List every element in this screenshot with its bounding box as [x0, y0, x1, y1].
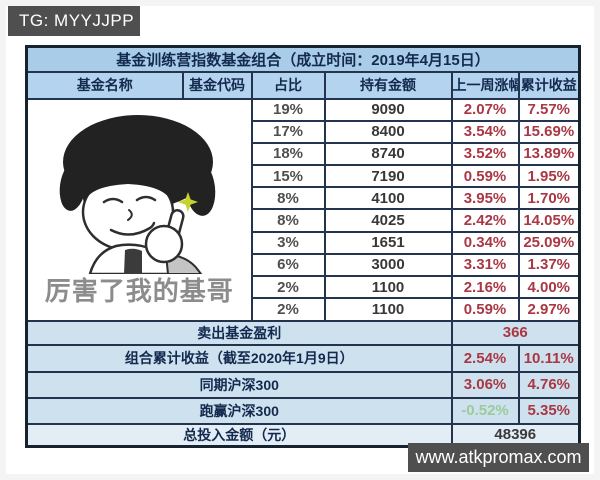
header-amount: 持有金额: [323, 70, 453, 100]
amount-cell: 1100: [323, 274, 453, 300]
total-return-cell: 7.57%: [517, 97, 581, 122]
week-change-cell: 0.59%: [450, 297, 520, 322]
table-row: 厉害了我的基哥 19% 9090 2.07% 7.57%: [25, 97, 581, 322]
table-row: 3% 1651 0.34% 25.09%: [27, 230, 581, 255]
sparkle-icon: [177, 191, 198, 212]
table-row: 6% 3000 3.31% 1.37%: [27, 252, 581, 278]
total-return-cell: 1.37%: [517, 252, 581, 278]
header-total-return: 累计收益: [517, 70, 581, 100]
summary-row-portfolio-return: 组合累计收益（截至2020年1月9日） 2.54% 10.11%: [25, 343, 581, 373]
week-change-cell: 2.16%: [450, 274, 520, 300]
summary-label: 跑赢沪深300: [25, 396, 453, 425]
ratio-cell: 8%: [250, 208, 326, 233]
site-watermark-banner: www.atkpromax.com: [408, 443, 589, 472]
amount-cell: 1651: [323, 230, 453, 255]
amount-cell: 7190: [323, 164, 453, 189]
ratio-cell: 2%: [250, 274, 326, 300]
table-row: 2% 1100 0.59% 2.97%: [27, 297, 581, 322]
week-change-cell: 3.31%: [450, 252, 520, 278]
header-fund-code: 基金代码: [181, 70, 253, 100]
header-fund-name: 基金名称: [25, 70, 184, 100]
summary-label: 组合累计收益（截至2020年1月9日）: [25, 343, 453, 373]
summary-label: 卖出基金盈利: [25, 319, 453, 346]
table-row: 18% 8740 3.52% 13.89%: [27, 141, 581, 167]
meme-caption: 厉害了我的基哥: [44, 275, 234, 306]
tg-watermark-badge: TG: MYYJJPP: [7, 0, 140, 36]
total-return-cell: 1.70%: [517, 186, 581, 211]
ratio-cell: 6%: [250, 252, 326, 278]
total-return-cell: 15.69%: [517, 119, 581, 144]
ratio-cell: 8%: [250, 186, 326, 211]
header-ratio: 占比: [250, 70, 326, 100]
table-row: 8% 4100 3.95% 1.70%: [27, 186, 581, 211]
week-change-cell: 3.95%: [450, 186, 520, 211]
summary-week-value: -0.52%: [450, 396, 520, 425]
week-change-cell: 2.42%: [450, 208, 520, 233]
total-return-cell: 2.97%: [517, 297, 581, 322]
fund-portfolio-table: 基金训练营指数基金组合（成立时间：2019年4月15日） 基金名称 基金代码 占…: [25, 45, 581, 448]
week-change-cell: 3.54%: [450, 119, 520, 144]
week-change-cell: 0.34%: [450, 230, 520, 255]
table-row: 17% 8400 3.54% 15.69%: [27, 119, 581, 144]
summary-row-sold-profit: 卖出基金盈利 366: [25, 319, 581, 346]
amount-cell: 1100: [323, 297, 453, 322]
amount-cell: 9090: [323, 97, 453, 122]
total-return-cell: 13.89%: [517, 141, 581, 167]
ratio-cell: 19%: [250, 97, 326, 122]
summary-total-value: 4.76%: [517, 370, 581, 399]
summary-value: 48396: [450, 422, 581, 447]
table-row: 8% 4025 2.42% 14.05%: [27, 208, 581, 233]
summary-row-csi300: 同期沪深300 3.06% 4.76%: [25, 370, 581, 399]
amount-cell: 4025: [323, 208, 453, 233]
summary-total-value: 5.35%: [517, 396, 581, 425]
ratio-cell: 18%: [250, 141, 326, 167]
total-return-cell: 14.05%: [517, 208, 581, 233]
amount-cell: 4100: [323, 186, 453, 211]
amount-cell: 3000: [323, 252, 453, 278]
total-return-cell: 4.00%: [517, 274, 581, 300]
site-watermark-label: www.atkpromax.com: [415, 447, 582, 467]
summary-week-value: 3.06%: [450, 370, 520, 399]
table-row: 15% 7190 0.59% 1.95%: [27, 164, 581, 189]
table-row: 2% 1100 2.16% 4.00%: [27, 274, 581, 300]
ratio-cell: 15%: [250, 164, 326, 189]
summary-total-value: 10.11%: [517, 343, 581, 373]
ratio-cell: 2%: [250, 297, 326, 322]
tg-watermark-label: TG: MYYJJPP: [19, 10, 135, 30]
summary-row-beat-csi300: 跑赢沪深300 -0.52% 5.35%: [25, 396, 581, 425]
total-return-cell: 25.09%: [517, 230, 581, 255]
table-title-row: 基金训练营指数基金组合（成立时间：2019年4月15日）: [25, 45, 581, 73]
meme-character-illustration: [59, 114, 216, 274]
table-header-row: 基金名称 基金代码 占比 持有金额 上一周涨幅 累计收益: [25, 70, 581, 100]
summary-row-total-invested: 总投入金额（元） 48396: [25, 422, 581, 447]
week-change-cell: 0.59%: [450, 164, 520, 189]
summary-week-value: 2.54%: [450, 343, 520, 373]
summary-label: 总投入金额（元）: [25, 422, 453, 447]
ratio-cell: 17%: [250, 119, 326, 144]
ratio-cell: 3%: [250, 230, 326, 255]
summary-value: 366: [450, 319, 581, 346]
header-week-change: 上一周涨幅: [450, 70, 520, 100]
total-return-cell: 1.95%: [517, 164, 581, 189]
week-change-cell: 3.52%: [450, 141, 520, 167]
table-title: 基金训练营指数基金组合（成立时间：2019年4月15日）: [25, 45, 581, 73]
amount-cell: 8740: [323, 141, 453, 167]
amount-cell: 8400: [323, 119, 453, 144]
meme-cell: 厉害了我的基哥: [25, 97, 253, 322]
week-change-cell: 2.07%: [450, 97, 520, 122]
summary-label: 同期沪深300: [25, 370, 453, 399]
